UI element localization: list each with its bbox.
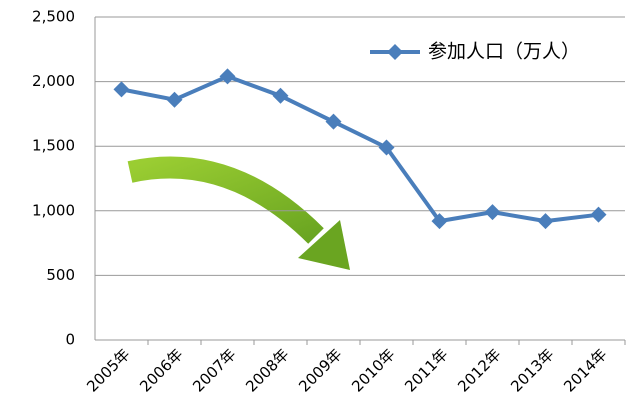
decorative-arrow bbox=[127, 156, 350, 270]
legend-marker bbox=[387, 44, 403, 60]
y-tick-label: 500 bbox=[46, 266, 75, 284]
x-tick-label: 2007年 bbox=[189, 345, 239, 395]
data-point bbox=[537, 213, 554, 230]
x-tick-label: 2011年 bbox=[401, 345, 451, 395]
y-tick-label: 0 bbox=[65, 331, 75, 349]
data-point bbox=[431, 213, 448, 230]
data-point bbox=[484, 204, 501, 221]
legend-label: 参加人口（万人） bbox=[428, 41, 580, 63]
y-tick-label: 1,000 bbox=[32, 201, 75, 219]
y-tick-label: 2,000 bbox=[32, 72, 75, 90]
x-tick-label: 2006年 bbox=[136, 345, 186, 395]
x-tick-label: 2009年 bbox=[295, 345, 345, 395]
data-point bbox=[590, 206, 607, 223]
data-point bbox=[113, 81, 130, 98]
x-tick-label: 2013年 bbox=[507, 345, 557, 395]
x-tick-label: 2014年 bbox=[560, 345, 610, 395]
x-tick-label: 2010年 bbox=[348, 345, 398, 395]
series-line bbox=[121, 74, 599, 224]
x-tick-label: 2012年 bbox=[454, 345, 504, 395]
data-point bbox=[166, 91, 183, 108]
data-point bbox=[378, 139, 395, 156]
y-tick-label: 1,500 bbox=[32, 137, 75, 155]
y-tick-label: 2,500 bbox=[32, 8, 75, 26]
data-point bbox=[272, 87, 289, 104]
x-tick-label: 2005年 bbox=[83, 345, 133, 395]
x-tick-label: 2008年 bbox=[242, 345, 292, 395]
data-point bbox=[325, 113, 342, 130]
data-point bbox=[219, 68, 236, 85]
